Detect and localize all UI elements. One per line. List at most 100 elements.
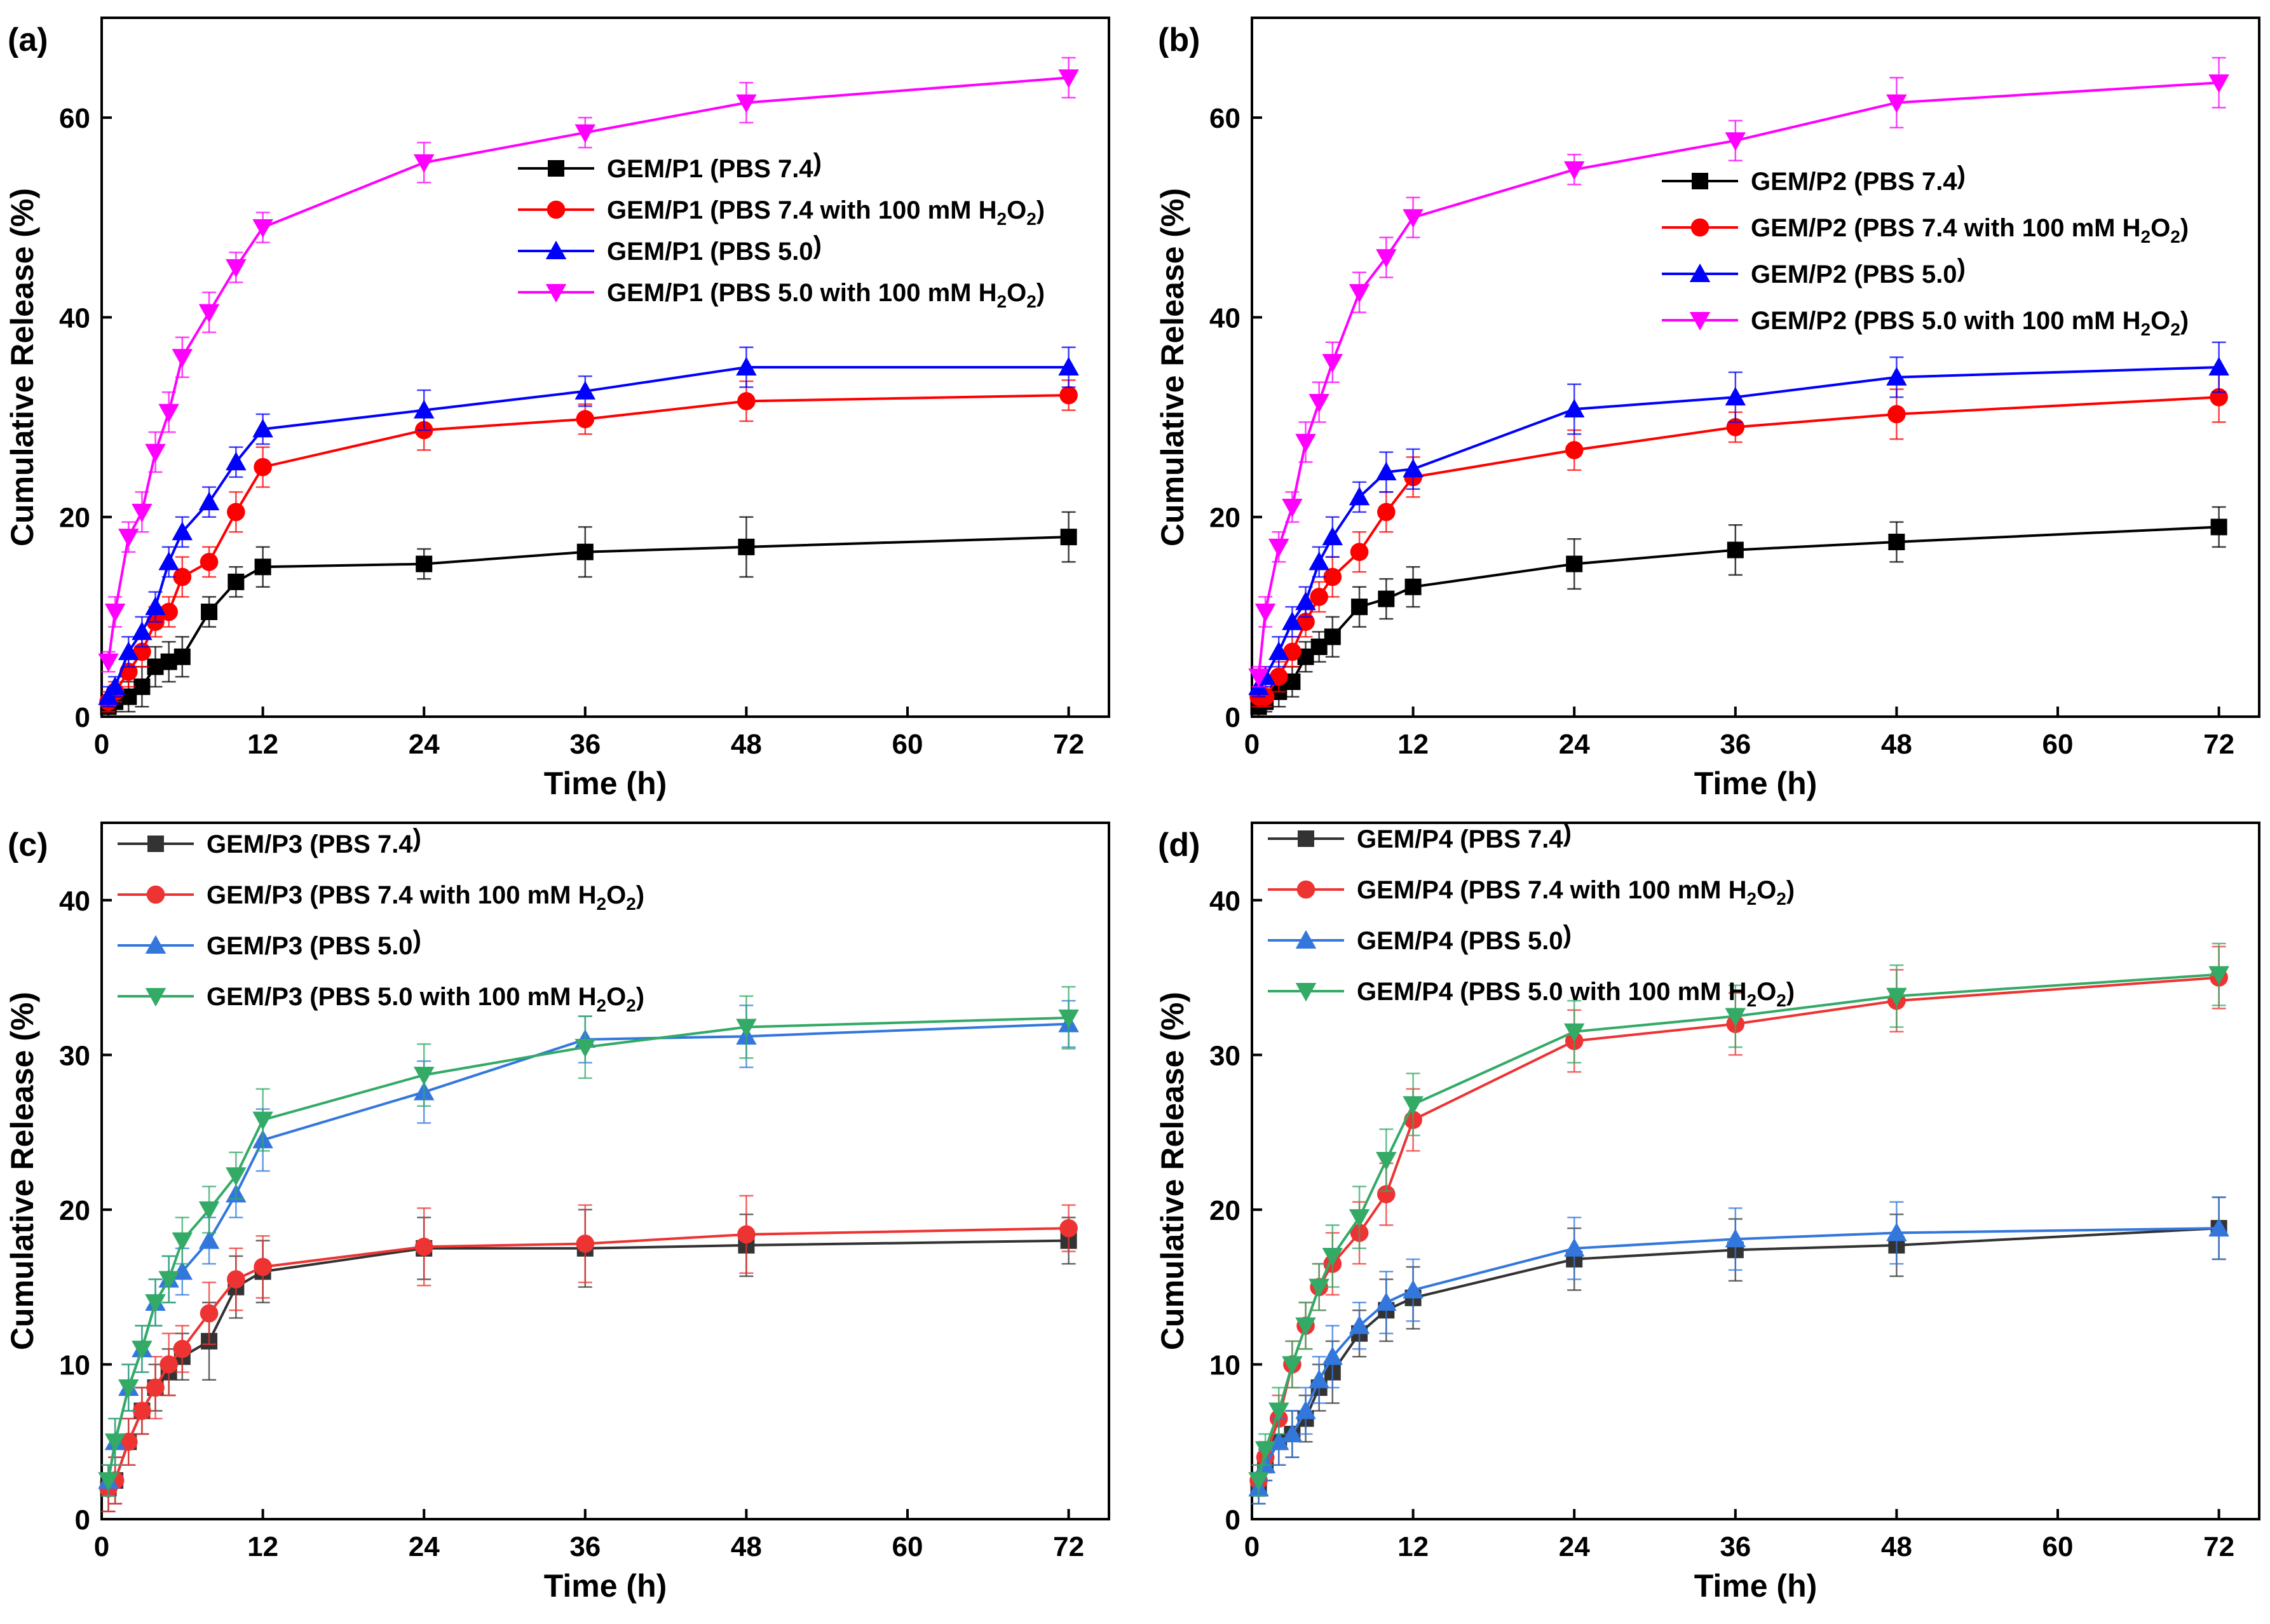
data-point [416, 555, 433, 572]
legend-item: GEM/P3 (PBS 7.4 with 100 mM H2O2) [118, 881, 644, 914]
legend-label: GEM/P4 (PBS 5.0 with 100 mM H2O2) [1357, 978, 1795, 1010]
legend-subscript: 2 [997, 209, 1007, 229]
data-point [1725, 1228, 1746, 1248]
panel-label: (b) [1158, 22, 1200, 58]
legend-item: GEM/P3 (PBS 7.4) [118, 824, 421, 858]
legend-text-part: O [2151, 214, 2170, 242]
legend-marker [545, 240, 567, 259]
y-tick-label: 30 [59, 1040, 90, 1071]
series-3 [1248, 942, 2229, 1497]
x-tick-label: 36 [569, 1531, 601, 1562]
data-point [1058, 1009, 1079, 1029]
x-tick-label: 24 [409, 729, 440, 760]
data-point [98, 1472, 119, 1491]
y-tick-label: 10 [1209, 1350, 1240, 1381]
data-point [1886, 367, 1907, 386]
data-point [1269, 667, 1288, 686]
x-axis-label: Time (h) [544, 1568, 667, 1604]
data-point [1060, 529, 1077, 546]
data-point [737, 392, 756, 410]
data-point [736, 94, 757, 113]
y-tick-label: 40 [59, 886, 90, 917]
data-point [1058, 69, 1079, 88]
data-point [145, 1294, 166, 1313]
legend-subscript: 2 [2141, 320, 2151, 339]
x-tick-label: 24 [1559, 1531, 1590, 1562]
legend-marker [145, 988, 167, 1007]
legend-subscript: 2 [1776, 889, 1786, 909]
data-point [1308, 394, 1329, 413]
x-tick-label: 72 [2203, 729, 2234, 760]
legend-marker [545, 284, 567, 303]
data-point [145, 443, 166, 463]
data-point [104, 676, 126, 695]
data-point [198, 491, 220, 511]
legend-text-part: ) [1563, 819, 1572, 847]
legend-text-part: O [1007, 196, 1026, 224]
legend-marker [547, 200, 566, 219]
legend-text-part: GEM/P2 (PBS 7.4 with 100 mM H [1751, 214, 2141, 242]
legend-label: GEM/P2 (PBS 5.0 with 100 mM H2O2) [1751, 307, 2189, 339]
data-point [226, 452, 247, 471]
y-tick-label: 40 [1209, 302, 1240, 334]
legend-label: GEM/P2 (PBS 7.4 with 100 mM H2O2) [1751, 214, 2189, 247]
data-point [172, 1261, 193, 1280]
data-point [1886, 1222, 1907, 1242]
data-point [1403, 459, 1424, 478]
plot-frame [100, 822, 1110, 1520]
data-point [2210, 518, 2227, 536]
data-point [1282, 611, 1303, 630]
legend-text-part: ) [813, 231, 822, 259]
data-point [574, 1039, 596, 1058]
legend-label: GEM/P1 (PBS 5.0 with 100 mM H2O2) [607, 279, 1045, 311]
data-point [1376, 249, 1397, 268]
x-tick-label: 12 [1397, 729, 1429, 760]
x-tick-label: 0 [1244, 729, 1260, 760]
chart-panel-2: 0 12 24 36 48 60 72 0 10 20 30 40 Time (h) Cumulative… [4, 822, 1110, 1604]
legend-subscript: 2 [2141, 227, 2151, 247]
legend-item: GEM/P1 (PBS 5.0 with 100 mM H2O2) [518, 279, 1045, 311]
data-point [576, 1235, 595, 1253]
data-point [1268, 1431, 1289, 1451]
legend-subscript: 2 [1026, 292, 1036, 311]
data-point [1888, 534, 1905, 550]
data-point [1349, 1315, 1370, 1334]
legend-text-part: ) [1786, 876, 1795, 904]
x-tick-label: 12 [247, 1531, 278, 1562]
legend-marker [1692, 173, 1708, 189]
legend-item: GEM/P1 (PBS 5.0) [518, 231, 822, 266]
data-point [254, 1257, 272, 1276]
data-point [254, 558, 271, 576]
legend-item: GEM/P2 (PBS 5.0 with 100 mM H2O2) [1662, 307, 2189, 339]
data-point [1059, 386, 1078, 405]
legend-text-part: GEM/P4 (PBS 5.0 [1357, 927, 1563, 955]
legend-text-part: ) [1036, 196, 1045, 224]
series-2 [1248, 341, 2229, 698]
legend-label: GEM/P4 (PBS 7.4 with 100 mM H2O2) [1357, 876, 1795, 909]
data-point [1403, 209, 1424, 228]
data-point [252, 219, 273, 238]
data-point [1308, 1369, 1329, 1388]
legend-text-part: O [606, 983, 626, 1011]
series-3 [1248, 57, 2229, 688]
y-axis-label: Cumulative Release (%) [4, 992, 40, 1350]
legend-item: GEM/P3 (PBS 5.0) [118, 926, 421, 960]
data-point [736, 1018, 757, 1038]
x-tick-label: 36 [569, 729, 601, 760]
legend-label: GEM/P3 (PBS 5.0) [207, 926, 421, 960]
data-point [158, 551, 179, 571]
legend-item: GEM/P4 (PBS 7.4) [1268, 819, 1572, 853]
legend-text-part: GEM/P2 (PBS 5.0 [1751, 261, 1957, 288]
data-point [173, 1339, 192, 1358]
data-point [413, 400, 435, 419]
data-point [252, 419, 273, 438]
legend-item: GEM/P4 (PBS 5.0 with 100 mM H2O2) [1268, 978, 1795, 1010]
y-tick-label: 60 [59, 103, 90, 134]
legend-subscript: 2 [597, 996, 607, 1015]
data-point [104, 604, 126, 623]
legend-text-part: GEM/P3 (PBS 7.4 [207, 830, 413, 858]
data-point [576, 543, 594, 560]
data-point [1282, 499, 1303, 518]
data-point [119, 1432, 138, 1451]
data-point [226, 1167, 247, 1186]
